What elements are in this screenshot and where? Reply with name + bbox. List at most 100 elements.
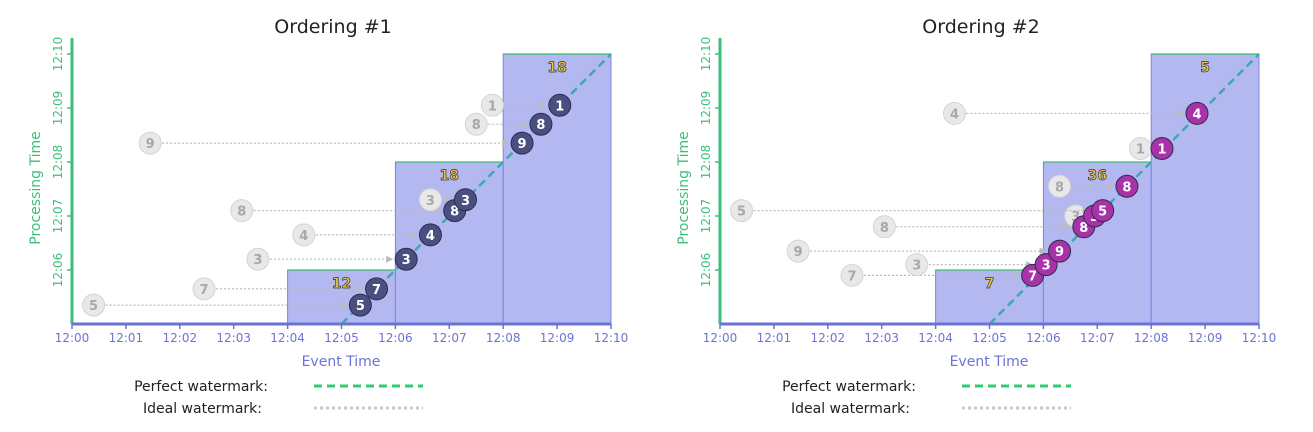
event-value: 1 xyxy=(1157,143,1166,158)
x-tick-label: 12:07 xyxy=(432,331,467,345)
plot-area: 12:00 12:01 12:02 12:03 12:04 12:05 12:06 12:07… xyxy=(699,37,1276,345)
pane-sum-label: 18 xyxy=(440,168,459,184)
pane-sum-label: 36 xyxy=(1088,168,1107,184)
arrival-value: 5 xyxy=(89,299,98,314)
event-value: 1 xyxy=(555,99,564,114)
event-value: 3 xyxy=(1042,259,1051,274)
pane-sum-label: 7 xyxy=(985,276,995,292)
event-value: 7 xyxy=(1028,269,1037,284)
y-tick-label: 12:10 xyxy=(51,37,65,72)
event-point xyxy=(418,223,442,247)
arrival-marker xyxy=(230,199,254,223)
arrival-marker xyxy=(1048,174,1072,198)
x-tick-label: 12:00 xyxy=(55,331,90,345)
legend-ideal-label: Ideal watermark: xyxy=(791,401,910,417)
event-point xyxy=(1185,101,1209,125)
x-tick-label: 12:02 xyxy=(811,331,846,345)
window-pane xyxy=(394,161,504,325)
chart-ordering-1: Ordering #1 Event Time Processing Time 1… xyxy=(28,16,628,417)
event-value: 8 xyxy=(1079,221,1088,236)
y-tick-label: 12:09 xyxy=(699,91,713,126)
arrival-value: 8 xyxy=(1055,180,1064,195)
x-tick-label: 12:05 xyxy=(972,331,1007,345)
x-axis-label: Event Time xyxy=(950,354,1029,370)
x-tick-label: 12:08 xyxy=(1134,331,1169,345)
legend: Perfect watermark: Ideal watermark: xyxy=(134,379,423,417)
arrival-value: 3 xyxy=(253,253,262,268)
chart-ordering-2: Ordering #2 Event Time Processing Time 1… xyxy=(676,16,1276,417)
y-tick-label: 12:06 xyxy=(699,253,713,288)
arrival-marker xyxy=(480,93,504,117)
event-value: 9 xyxy=(1055,245,1064,260)
legend-perfect-label: Perfect watermark: xyxy=(134,379,268,395)
arrival-marker xyxy=(730,199,754,223)
event-point xyxy=(529,112,553,136)
x-tick-label: 12:03 xyxy=(864,331,899,345)
arrival-value: 3 xyxy=(1071,210,1080,225)
event-value: 9 xyxy=(518,137,527,152)
event-point xyxy=(365,277,389,301)
legend-perfect-label: Perfect watermark: xyxy=(782,379,916,395)
plot-area: 12:00 12:01 12:02 12:03 12:04 12:05 12:06 12:07… xyxy=(51,37,628,345)
x-tick-label: 12:01 xyxy=(109,331,144,345)
arrival-value: 3 xyxy=(912,259,921,274)
legend-ideal-label: Ideal watermark: xyxy=(143,401,262,417)
arrival-marker xyxy=(418,188,442,212)
event-value: 5 xyxy=(356,299,365,314)
arrival-marker xyxy=(840,263,864,287)
arrival-value: 8 xyxy=(472,118,481,133)
arrival-value: 8 xyxy=(880,221,889,236)
perfect-watermark-line xyxy=(988,53,1260,325)
legend: Perfect watermark: Ideal watermark: xyxy=(782,379,1071,417)
y-axis-label: Processing Time xyxy=(28,131,44,244)
x-tick-label: 12:10 xyxy=(1242,331,1277,345)
event-value: 5 xyxy=(1098,205,1107,220)
y-tick-label: 12:07 xyxy=(51,199,65,234)
event-value: 7 xyxy=(372,283,381,298)
y-tick-label: 12:09 xyxy=(51,91,65,126)
arrival-marker xyxy=(905,253,929,277)
x-tick-label: 12:00 xyxy=(703,331,738,345)
x-tick-label: 12:01 xyxy=(757,331,792,345)
pane-sum-label: 12 xyxy=(332,276,351,292)
x-tick-label: 12:09 xyxy=(540,331,575,345)
arrival-value: 7 xyxy=(200,283,209,298)
event-point xyxy=(1091,199,1115,223)
arrival-value: 4 xyxy=(950,107,959,122)
event-point xyxy=(1048,239,1072,263)
arrival-marker xyxy=(942,101,966,125)
arrival-value: 1 xyxy=(488,99,497,114)
arrival-marker xyxy=(246,247,270,271)
arrival-marker xyxy=(872,215,896,239)
pane-sum-label: 18 xyxy=(547,60,566,76)
event-point xyxy=(548,93,572,117)
arrival-marker xyxy=(138,131,162,155)
chart-title: Ordering #1 xyxy=(274,16,391,38)
arrival-value: 3 xyxy=(426,194,435,209)
arrival-value: 5 xyxy=(737,205,746,220)
event-value: 4 xyxy=(426,229,435,244)
arrival-value: 4 xyxy=(299,229,308,244)
arrival-marker xyxy=(786,239,810,263)
y-tick-label: 12:07 xyxy=(699,199,713,234)
event-value: 8 xyxy=(450,205,459,220)
event-point xyxy=(1115,174,1139,198)
chart-title: Ordering #2 xyxy=(922,16,1039,38)
x-tick-label: 12:04 xyxy=(918,331,953,345)
x-tick-label: 12:10 xyxy=(594,331,629,345)
x-tick-label: 12:02 xyxy=(163,331,198,345)
event-point xyxy=(1150,137,1174,160)
arrival-marker xyxy=(292,223,316,247)
x-tick-label: 12:09 xyxy=(1188,331,1223,345)
arrival-marker xyxy=(464,112,488,136)
y-axis-label: Processing Time xyxy=(676,131,692,244)
arrival-value: 9 xyxy=(794,245,803,260)
x-tick-label: 12:03 xyxy=(216,331,251,345)
event-point xyxy=(453,188,477,212)
arrival-marker xyxy=(82,293,106,317)
event-value: 3 xyxy=(461,194,470,209)
x-tick-label: 12:06 xyxy=(1026,331,1061,345)
x-tick-label: 12:07 xyxy=(1080,331,1115,345)
event-value: 8 xyxy=(536,118,545,133)
